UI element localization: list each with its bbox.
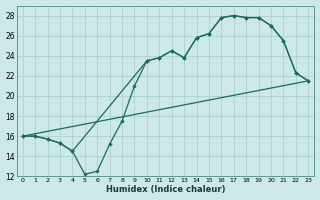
X-axis label: Humidex (Indice chaleur): Humidex (Indice chaleur): [106, 185, 225, 194]
